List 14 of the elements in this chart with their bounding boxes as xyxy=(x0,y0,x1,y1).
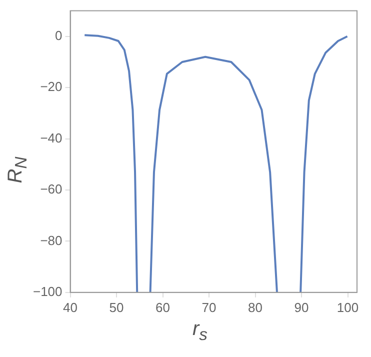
y-tick-label: −80 xyxy=(40,232,62,248)
y-tick-label: −40 xyxy=(40,130,62,146)
x-tick-label: 100 xyxy=(336,300,359,315)
y-tick-label: −100 xyxy=(32,284,62,299)
x-tick-label: 40 xyxy=(63,300,78,315)
y-tick-label: 0 xyxy=(55,28,62,43)
x-tick-label: 80 xyxy=(248,300,262,315)
y-tick-label: −60 xyxy=(40,182,62,197)
y-tick-label: −20 xyxy=(40,79,62,94)
x-tick-label: 60 xyxy=(156,300,170,315)
x-axis-title: r$_{s}$ xyxy=(192,318,208,345)
x-tick-label: 50 xyxy=(109,300,124,315)
x-tick-label: 70 xyxy=(202,300,216,315)
x-tick-label: 90 xyxy=(294,300,309,315)
